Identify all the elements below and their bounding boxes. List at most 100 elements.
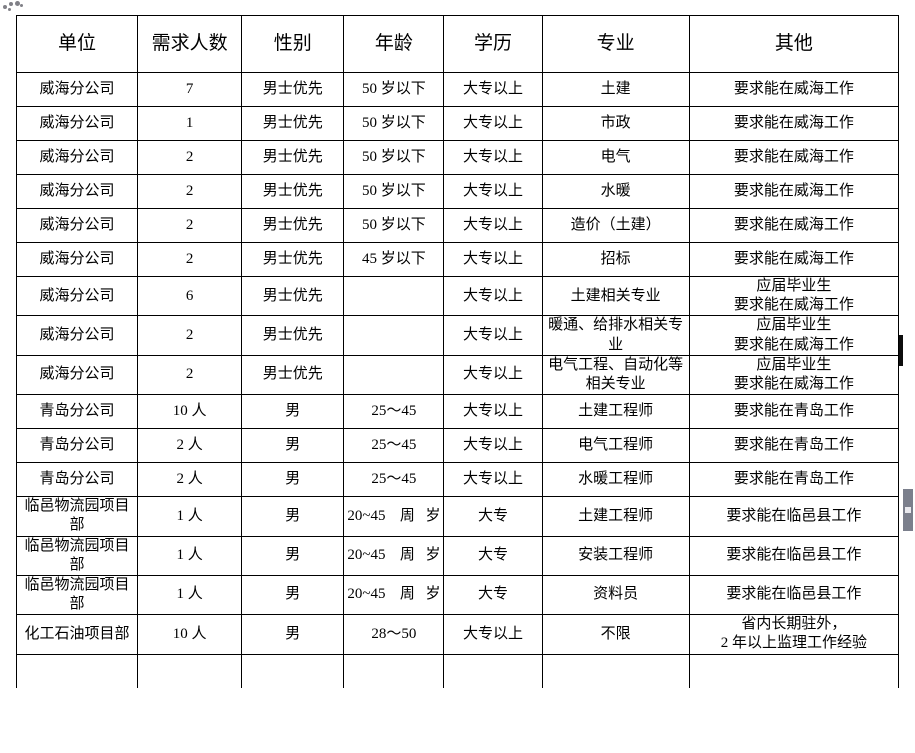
column-header-age: 年龄 [343,15,445,73]
cell-gender: 男士优先 [241,354,345,396]
cell-count: 6 [137,275,243,317]
cell-unit [15,653,139,688]
cell-age: 20~45 周岁 [343,535,445,576]
table-row: 威海分公司 2 男士优先 大专以上 电气工程、自动化等相关专业 应届毕业生 要求能在威海工作 [15,354,900,396]
cell-major: 水暖工程师 [541,462,690,498]
cell-count [137,653,243,688]
cell-unit: 威海分公司 [15,315,139,356]
cell-count: 7 [137,72,243,107]
cell-other: 要求能在威海工作 [688,106,900,141]
cell-major: 市政 [541,106,690,141]
cell-age: 50 岁以下 [343,106,445,141]
cell-education: 大专以上 [443,462,543,498]
cell-count: 1 人 [137,496,243,537]
cell-major: 造价（土建） [541,208,690,243]
cell-gender: 男 [241,428,345,464]
table-body: 威海分公司 7 男士优先 50 岁以下 大专以上 土建 要求能在威海工作 威海分公司 1 男士优先… [15,72,900,688]
scrollbar-thumb-artifact[interactable] [903,489,913,531]
table-row: 威海分公司 2 男士优先 45 岁以下 大专以上 招标 要求能在威海工作 [15,242,900,277]
cell-count: 2 人 [137,428,243,464]
cell-age: 50 岁以下 [343,174,445,209]
cell-other: 要求能在威海工作 [688,72,900,107]
column-header-education: 学历 [443,15,543,73]
cell-education: 大专以上 [443,614,543,655]
table-row: 临邑物流园项目部 1 人男 20~45 周岁 大专 资料员 要求能在临邑县工作 [15,574,900,616]
cell-gender [241,653,345,688]
cell-education: 大专以上 [443,394,543,430]
cell-other: 要求能在青岛工作 [688,428,900,464]
cell-count: 2 [137,174,243,209]
cell-age: 25～45 [343,462,445,498]
table-row: 威海分公司 2 男士优先 50 岁以下 大专以上 电气 要求能在威海工作 [15,140,900,175]
cell-unit: 威海分公司 [15,140,139,175]
cell-age [343,653,445,688]
column-header-major: 专业 [541,15,690,73]
cell-major: 招标 [541,242,690,277]
cell-unit: 威海分公司 [15,208,139,243]
cell-unit: 青岛分公司 [15,394,139,430]
cell-count: 1 [137,106,243,141]
cell-education: 大专以上 [443,72,543,107]
cell-count: 1 人 [137,574,243,616]
table-row: 威海分公司 1 男士优先 50 岁以下 大专以上 市政 要求能在威海工作 [15,106,900,141]
cell-gender: 男士优先 [241,174,345,209]
cell-unit: 威海分公司 [15,242,139,277]
cell-unit: 临邑物流园项目部 [15,535,139,576]
cell-gender: 男士优先 [241,72,345,107]
cell-count: 2 人 [137,462,243,498]
cell-education: 大专以上 [443,354,543,396]
cell-age: 50 岁以下 [343,208,445,243]
cell-major: 电气 [541,140,690,175]
cell-gender: 男士优先 [241,208,345,243]
cell-gender: 男士优先 [241,275,345,317]
cell-gender: 男 [241,574,345,616]
cell-major: 土建工程师 [541,394,690,430]
cell-other: 要求能在威海工作 [688,140,900,175]
cell-education: 大专 [443,535,543,576]
table-row: 威海分公司 2 男士优先 大专以上 暖通、给排水相关专业 应届毕业生 要求能在威海工作 [15,315,900,356]
cell-gender: 男 [241,535,345,576]
cell-education: 大专以上 [443,275,543,317]
cell-major: 土建相关专业 [541,275,690,317]
cell-major: 土建工程师 [541,496,690,537]
cell-age: 25～45 [343,428,445,464]
cell-education: 大专 [443,496,543,537]
cell-gender: 男 [241,614,345,655]
cell-unit: 临邑物流园项目部 [15,574,139,616]
cell-education: 大专 [443,574,543,616]
recruitment-table: 单位 需求人数 性别 年龄 学历 专业 其他 威海分公司 7 男士优先 50 岁以下大… [15,15,900,688]
cell-education: 大专以上 [443,208,543,243]
cell-other: 要求能在临邑县工作 [688,535,900,576]
column-header-other: 其他 [688,15,900,73]
cell-major [541,653,690,688]
cell-other: 要求能在威海工作 [688,208,900,243]
cell-age [343,315,445,356]
cell-unit: 临邑物流园项目部 [15,496,139,537]
table-row: 临邑物流园项目部 1 人男 20~45 周岁 大专 安装工程师 要求能在临邑县工作 [15,535,900,576]
cell-unit: 青岛分公司 [15,428,139,464]
cell-unit: 化工石油项目部 [15,614,139,655]
cell-other: 应届毕业生 要求能在威海工作 [688,275,900,317]
cell-education: 大专以上 [443,428,543,464]
cell-gender: 男 [241,394,345,430]
cell-other: 要求能在临邑县工作 [688,496,900,537]
cell-gender: 男 [241,462,345,498]
cell-other: 省内长期驻外， 2 年以上监理工作经验 [688,614,900,655]
table-row: 威海分公司 6 男士优先 大专以上 土建相关专业 应届毕业生 要求能在威海工作 [15,275,900,317]
cell-major: 电气工程师 [541,428,690,464]
cell-education: 大专以上 [443,242,543,277]
table-row-clipped [15,653,900,688]
cell-other: 要求能在青岛工作 [688,462,900,498]
cell-major: 暖通、给排水相关专业 [541,315,690,356]
cell-gender: 男士优先 [241,106,345,141]
table-row: 青岛分公司 2 人男 25～45 大专以上 水暖工程师 要求能在青岛工作 [15,462,900,498]
cell-major: 水暖 [541,174,690,209]
cell-education: 大专以上 [443,106,543,141]
cell-age: 20~45 周岁 [343,496,445,537]
cell-major: 资料员 [541,574,690,616]
cell-other: 应届毕业生 要求能在威海工作 [688,315,900,356]
cell-unit: 威海分公司 [15,275,139,317]
recruitment-table-container: 单位 需求人数 性别 年龄 学历 专业 其他 威海分公司 7 男士优先 50 岁以下大… [15,15,900,688]
cell-unit: 威海分公司 [15,354,139,396]
cell-other: 要求能在青岛工作 [688,394,900,430]
